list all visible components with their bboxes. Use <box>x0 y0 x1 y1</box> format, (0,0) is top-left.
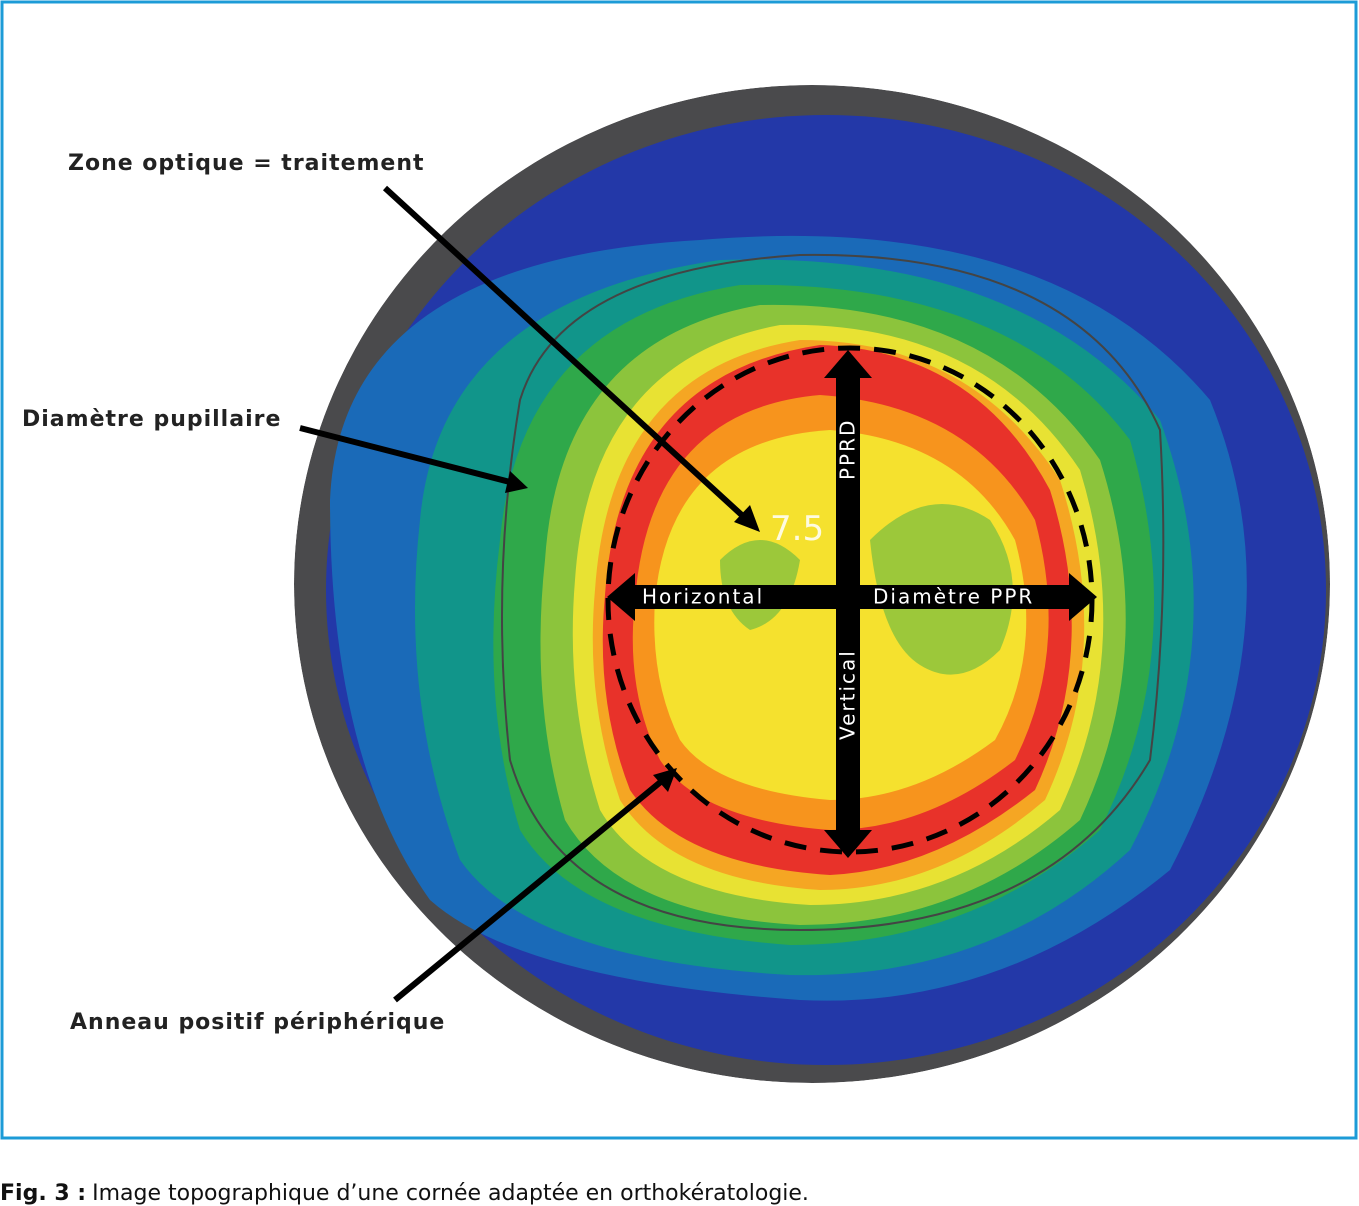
arrow-label: Vertical <box>836 649 860 740</box>
pointers <box>299 185 760 1003</box>
arrow-label: PPRD <box>836 419 860 480</box>
annotation: Anneau positif périphérique <box>70 1010 445 1035</box>
annotation: Diamètre pupillaire <box>22 407 281 432</box>
arrow-label: Diamètre PPR <box>873 585 1034 609</box>
ppr-arrows <box>607 350 1097 858</box>
caption-text: Image topographique d’une cornée adaptée… <box>92 1181 809 1206</box>
annotation: Zone optique = traitement <box>68 151 425 176</box>
map-value: 7.5 <box>770 509 824 549</box>
topography-map <box>294 85 1330 1083</box>
arrow-label: Horizontal <box>642 585 764 609</box>
caption: Fig. 3 : Image topographique d’une cornée… <box>0 1181 809 1206</box>
caption-label: Fig. 3 : <box>0 1181 86 1206</box>
